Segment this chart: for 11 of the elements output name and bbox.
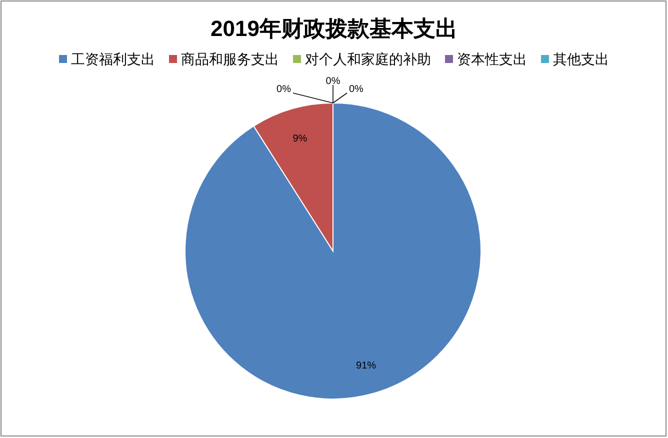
text: 0% [276, 84, 291, 95]
legend-label: 对个人和家庭的补助 [305, 51, 431, 67]
text: 0% [326, 76, 340, 87]
chart-title: 2019年财政拨款基本支出 [210, 16, 458, 41]
legend-label: 商品和服务支出 [181, 51, 279, 67]
text: 0% [349, 84, 364, 95]
legend-label: 其他支出 [553, 51, 609, 67]
data-label: 9% [292, 133, 308, 144]
legend-label: 资本性支出 [457, 51, 527, 67]
legend-label: 工资福利支出 [71, 51, 155, 67]
data-label: 91% [356, 360, 376, 372]
